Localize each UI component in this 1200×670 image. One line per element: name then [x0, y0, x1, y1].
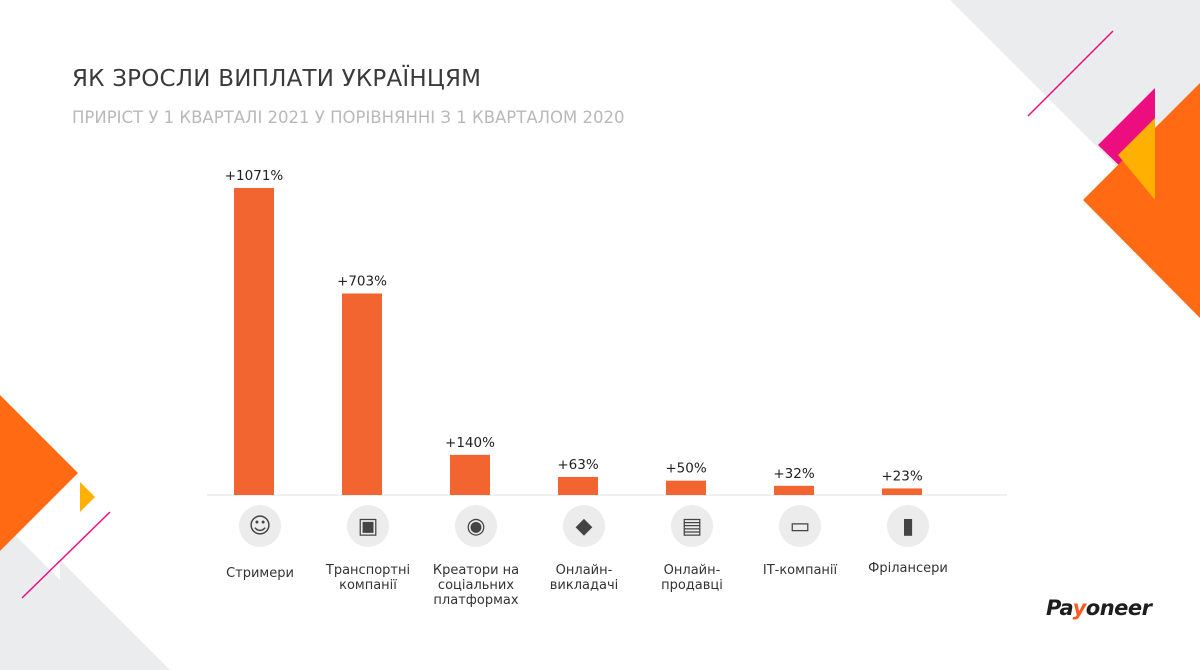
bar-1 [342, 293, 382, 495]
category-label-line: продавці [661, 578, 723, 593]
data-label-6: +23% [881, 468, 922, 484]
data-label-2: +140% [445, 435, 495, 451]
category-label-6: Фрілансери [838, 561, 978, 576]
data-label-0: +1071% [225, 168, 284, 184]
pink-line-bottom [21, 511, 111, 599]
category-label-line: ІТ-компанії [762, 563, 838, 578]
category-label-line: соціальних [437, 578, 515, 593]
orange-triangle-left [0, 395, 78, 551]
payoneer-logo: Payoneer [1046, 596, 1152, 620]
data-label-5: +32% [773, 466, 814, 482]
category-label-line: Онлайн- [555, 563, 613, 578]
shop-icon: ▤ [671, 505, 713, 547]
data-label-4: +50% [665, 461, 706, 477]
category-label-line: компанії [339, 578, 397, 593]
data-label-3: +63% [557, 457, 598, 473]
yellow-triangle-left [80, 482, 95, 512]
category-label-line: Стримери [226, 566, 294, 581]
bar-5 [774, 485, 814, 495]
monitor-icon: ▭ [779, 505, 821, 547]
category-label-line: Онлайн- [663, 563, 721, 578]
category-label-3: Онлайн-викладачі [514, 563, 654, 593]
category-label-line: Фрілансери [868, 561, 948, 576]
bar-4 [666, 480, 706, 495]
category-label-line: Транспортні [325, 563, 411, 578]
orange-triangle-right [1083, 83, 1200, 318]
category-label-line: викладачі [549, 578, 619, 593]
bar-2 [450, 454, 490, 495]
category-label-5: ІТ-компанії [730, 563, 870, 578]
gray-shape-bottom-left-2 [60, 560, 170, 670]
chart-subtitle: ПРИРІСТ У 1 КВАРТАЛІ 2021 У ПОРІВНЯННІ З… [72, 108, 625, 127]
chart-title: ЯК ЗРОСЛИ ВИПЛАТИ УКРАЇНЦЯМ [72, 66, 482, 92]
coffee-cup-icon: ▮ [887, 505, 929, 547]
category-label-line: платформах [433, 593, 519, 608]
pink-line-top [1027, 30, 1114, 117]
category-label-1: Транспортні компанії [298, 563, 438, 593]
data-label-1: +703% [337, 273, 387, 289]
headset-person-icon: ☺ [239, 505, 281, 547]
truck-icon: ▣ [347, 505, 389, 547]
bar-0 [234, 188, 274, 495]
yellow-triangle-right [1118, 118, 1155, 200]
category-label-2: Креатори на соціальних платформах [406, 563, 546, 608]
category-label-0: Стримери [190, 566, 330, 581]
category-label-line: Креатори на [432, 563, 520, 578]
category-label-4: Онлайн-продавці [622, 563, 762, 593]
camera-icon: ◉ [455, 505, 497, 547]
bar-3 [558, 476, 598, 495]
bar-6 [882, 488, 922, 495]
graduation-cap-icon: ◆ [563, 505, 605, 547]
